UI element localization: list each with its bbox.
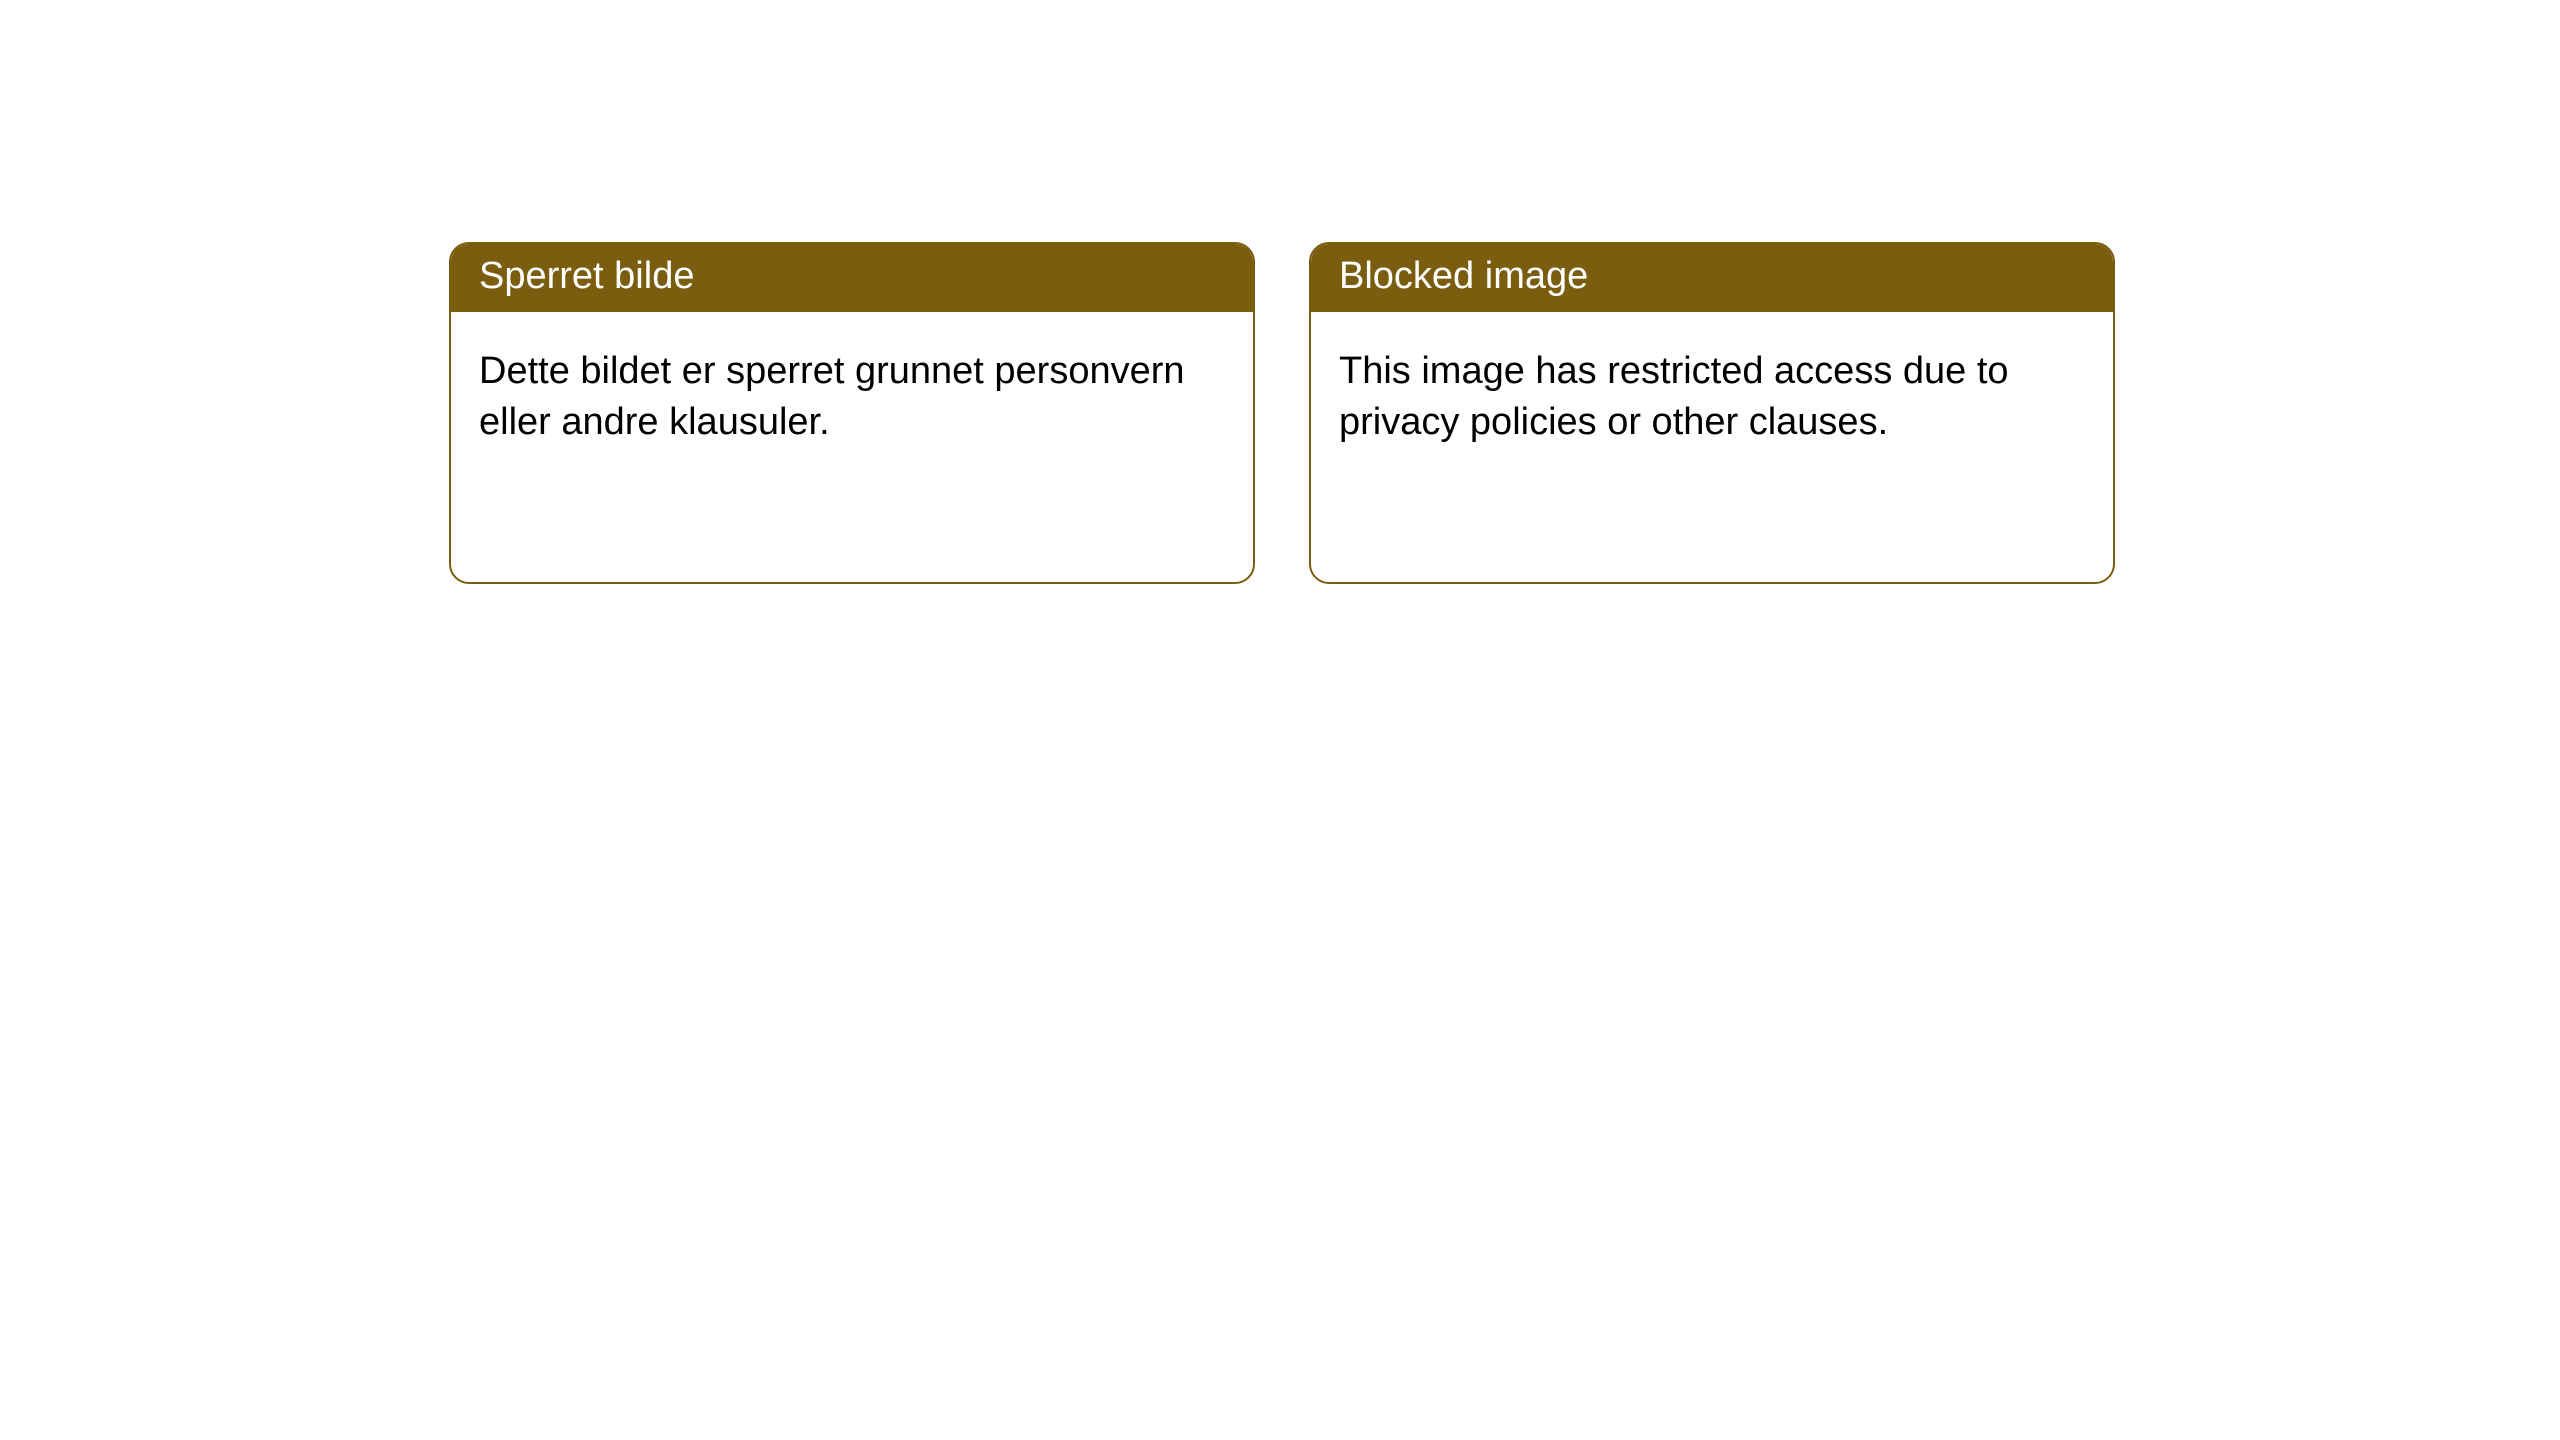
card-header: Sperret bilde [451, 244, 1253, 312]
card-body: This image has restricted access due to … [1311, 312, 2113, 582]
notice-card-norwegian: Sperret bilde Dette bildet er sperret gr… [449, 242, 1255, 584]
card-body: Dette bildet er sperret grunnet personve… [451, 312, 1253, 582]
card-title: Blocked image [1339, 255, 1588, 297]
card-title: Sperret bilde [479, 255, 694, 297]
notice-card-english: Blocked image This image has restricted … [1309, 242, 2115, 584]
card-body-text: Dette bildet er sperret grunnet personve… [479, 350, 1185, 443]
card-body-text: This image has restricted access due to … [1339, 350, 2009, 443]
card-header: Blocked image [1311, 244, 2113, 312]
notice-container: Sperret bilde Dette bildet er sperret gr… [0, 0, 2560, 584]
